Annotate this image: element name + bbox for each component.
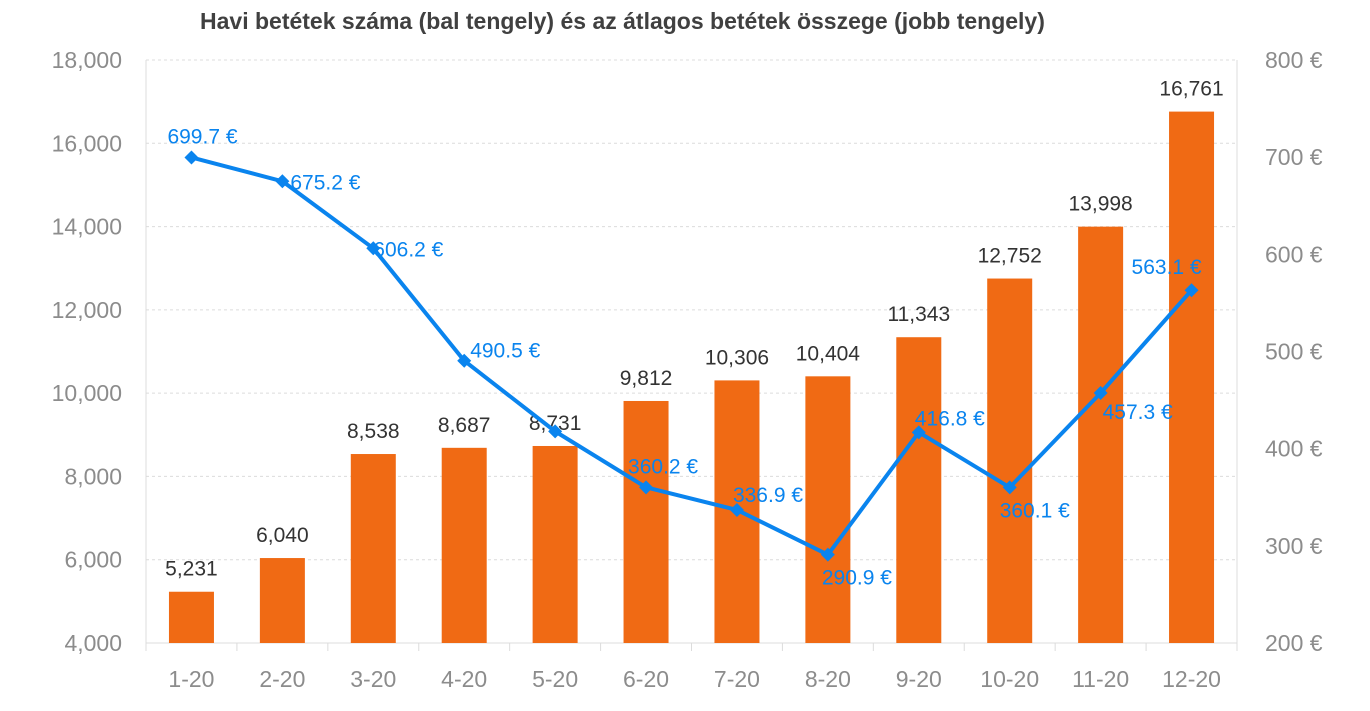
line-data-label: 675.2 €	[290, 171, 360, 194]
y-right-tick-label: 300 €	[1265, 533, 1323, 559]
y-left-tick-label: 4,000	[64, 630, 122, 656]
bar-data-label: 6,040	[256, 524, 309, 547]
line-point	[366, 241, 381, 256]
line-data-label: 360.2 €	[628, 455, 698, 478]
x-tick-label: 2-20	[259, 666, 305, 692]
y-left-tick-label: 6,000	[64, 547, 122, 573]
x-tick-label: 11-20	[1072, 666, 1129, 692]
x-tick-label: 4-20	[441, 666, 487, 692]
line-point	[1002, 480, 1017, 495]
y-right-tick-label: 500 €	[1265, 339, 1323, 365]
bar	[896, 337, 942, 643]
bar	[259, 558, 305, 643]
x-tick-label: 6-20	[623, 666, 669, 692]
line-point	[1093, 385, 1108, 400]
bar-data-label: 11,343	[887, 303, 950, 326]
line-point	[457, 353, 472, 368]
x-tick-label: 10-20	[980, 666, 1039, 692]
y-left-tick-label: 12,000	[52, 297, 122, 323]
line-point	[548, 424, 563, 439]
line-data-label: 606.2 €	[373, 238, 443, 261]
line-data-label: 563.1 €	[1132, 256, 1202, 279]
y-right-tick-label: 600 €	[1265, 241, 1323, 267]
line-data-label: 416.8 €	[915, 407, 985, 430]
line-point	[639, 480, 654, 495]
bar-data-label: 8,538	[347, 420, 400, 443]
y-left-tick-label: 8,000	[64, 463, 122, 489]
y-right-tick-label: 400 €	[1265, 436, 1323, 462]
line-data-label: 360.1 €	[1000, 499, 1070, 522]
bar-data-label: 13,998	[1069, 193, 1133, 216]
x-tick-label: 3-20	[350, 666, 396, 692]
bar	[987, 278, 1033, 643]
bar	[441, 447, 487, 643]
y-left-tick-label: 10,000	[52, 380, 122, 406]
bar-data-label: 16,761	[1159, 78, 1223, 101]
bar-data-label: 10,404	[796, 342, 861, 365]
bar-data-label: 8,687	[438, 414, 491, 437]
bar-data-label: 10,306	[705, 346, 769, 369]
x-tick-label: 1-20	[168, 666, 214, 692]
x-tick-label: 8-20	[805, 666, 851, 692]
x-tick-label: 12-20	[1162, 666, 1221, 692]
bar-data-label: 12,752	[978, 245, 1042, 268]
line-series	[190, 155, 1194, 557]
line-point	[911, 425, 926, 440]
bar	[1078, 226, 1124, 643]
bar	[532, 445, 578, 643]
bar-data-label: 9,812	[620, 367, 673, 390]
y-right-tick-label: 700 €	[1265, 144, 1323, 170]
bar	[350, 454, 396, 643]
line-data-label: 336.9 €	[733, 484, 803, 507]
bar	[623, 400, 669, 643]
line-point	[275, 174, 290, 189]
line-point	[1184, 283, 1199, 298]
y-left-tick-label: 18,000	[52, 47, 122, 73]
y-right-tick-label: 200 €	[1265, 630, 1323, 656]
line-data-label: 699.7 €	[167, 125, 237, 148]
x-tick-label: 5-20	[532, 666, 578, 692]
y-left-tick-label: 14,000	[52, 214, 122, 240]
bar	[805, 376, 851, 643]
line-point	[184, 150, 199, 165]
bar-data-label: 5,231	[165, 558, 218, 581]
line-data-label: 290.9 €	[822, 567, 892, 590]
bar-data-label: 8,731	[529, 412, 582, 435]
x-tick-label: 9-20	[896, 666, 942, 692]
bar	[168, 591, 214, 643]
chart-title: Havi betétek száma (bal tengely) és az á…	[200, 8, 1045, 34]
line-data-label: 490.5 €	[470, 340, 540, 363]
bar	[1169, 111, 1215, 643]
y-right-tick-label: 800 €	[1265, 47, 1323, 73]
line-point	[820, 547, 835, 562]
y-left-tick-label: 16,000	[52, 130, 122, 156]
x-tick-label: 7-20	[714, 666, 760, 692]
line-data-label: 457.3 €	[1103, 401, 1173, 424]
line-point	[729, 502, 744, 517]
